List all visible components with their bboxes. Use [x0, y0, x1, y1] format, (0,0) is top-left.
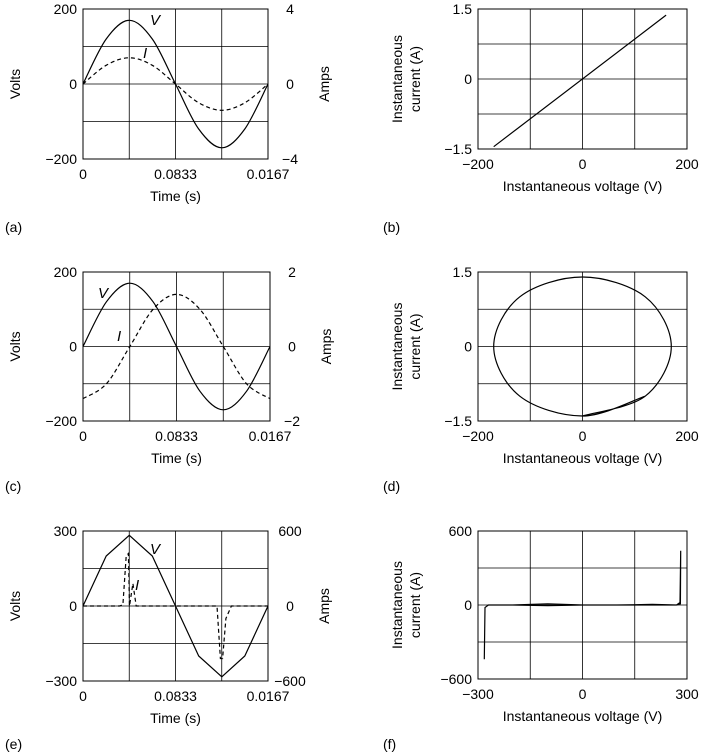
- y-tick-label: −300: [45, 673, 77, 689]
- x-tick-label: 0.0167: [247, 166, 290, 182]
- panel-label: (e): [5, 736, 22, 752]
- y2-axis-label: Amps: [316, 66, 332, 102]
- x-tick-label: 300: [675, 686, 699, 702]
- x-tick-label: 0: [79, 688, 87, 704]
- x-axis-label: Time (s): [151, 450, 202, 466]
- y-tick-label: 0: [464, 71, 472, 87]
- series-line: [483, 550, 682, 660]
- y-tick-label: 1.5: [453, 264, 473, 280]
- x-tick-label: 0.0167: [249, 428, 292, 444]
- panel-label: (d): [383, 478, 400, 494]
- x-tick-label: 0: [79, 166, 87, 182]
- y-tick-label: 0: [464, 339, 472, 355]
- y-tick-label: 200: [54, 1, 78, 17]
- series-label-V: V: [150, 541, 162, 558]
- y2-axis-label: Amps: [318, 329, 334, 365]
- series-I-line: [83, 551, 268, 660]
- y2-tick-label: −600: [274, 673, 306, 689]
- y-axis-label: Instantaneous current (A): [389, 561, 423, 649]
- plot-frame: [477, 8, 688, 150]
- x-tick-label: 0.0833: [154, 166, 197, 182]
- panel-label: (c): [5, 478, 21, 494]
- chart-panel-4: −200 0 200 1.5 0 −1.5 Instantaneous voltage (V…: [383, 264, 699, 494]
- y-tick-label: −200: [45, 151, 77, 167]
- series-V-line: [82, 282, 271, 411]
- y-tick-label: −1.5: [444, 413, 472, 429]
- chart-panel-6: −300 0 300 600 0 −600 Instantaneous voltage (V…: [383, 523, 699, 752]
- panel-label: (b): [383, 219, 400, 235]
- x-tick-label: 0: [579, 428, 587, 444]
- x-tick-label: 200: [675, 428, 699, 444]
- y2-tick-label: 600: [278, 523, 302, 539]
- y-tick-label: 600: [449, 523, 473, 539]
- y2-axis-label: Amps: [316, 588, 332, 624]
- x-tick-label: −300: [462, 686, 494, 702]
- y-tick-label: 200: [54, 264, 78, 280]
- y-tick-label: 0: [69, 76, 77, 92]
- y-tick-label: −600: [440, 671, 472, 687]
- y2-tick-label: 4: [286, 1, 294, 17]
- y-tick-label: 0: [69, 339, 77, 355]
- y2-tick-label: 0: [286, 76, 294, 92]
- x-tick-label: −200: [462, 156, 494, 172]
- x-tick-label: 0.0833: [155, 428, 198, 444]
- series-line: [493, 276, 672, 417]
- y-tick-label: 1.5: [453, 1, 473, 17]
- y2-tick-label: −4: [282, 151, 298, 167]
- x-axis-label: Instantaneous voltage (V): [503, 708, 663, 724]
- y-axis-label: Volts: [7, 69, 23, 99]
- series-label-I: I: [135, 577, 139, 594]
- x-tick-label: 200: [675, 156, 699, 172]
- x-axis-label: Time (s): [150, 710, 201, 726]
- plot-frame: [477, 530, 688, 680]
- x-axis-label: Time (s): [150, 188, 201, 204]
- series-label-I: I: [117, 328, 121, 345]
- x-tick-label: −200: [462, 428, 494, 444]
- x-tick-label: 0: [579, 156, 587, 172]
- plot-frame: [477, 271, 688, 422]
- series-line: [493, 14, 667, 148]
- x-tick-label: 0.0167: [247, 688, 290, 704]
- y2-tick-label: 2: [288, 264, 296, 280]
- series-I-line: [82, 57, 269, 111]
- y-axis-label: Volts: [7, 331, 23, 361]
- y-axis-label: Instantaneous current (A): [389, 303, 423, 391]
- series-label-V: V: [98, 285, 110, 302]
- y-tick-label: −1.5: [444, 141, 472, 157]
- y2-tick-label: 0: [288, 339, 296, 355]
- y-axis-label: Volts: [7, 591, 23, 621]
- x-tick-label: 0: [79, 428, 87, 444]
- y-tick-label: 300: [54, 523, 78, 539]
- x-tick-label: 0: [579, 686, 587, 702]
- series-V-line: [82, 534, 269, 678]
- y-tick-label: 0: [69, 598, 77, 614]
- series-label-V: V: [150, 12, 162, 29]
- y2-tick-label: 0: [286, 598, 294, 614]
- series-label-I: I: [143, 45, 147, 62]
- y2-tick-label: −2: [284, 413, 300, 429]
- y-axis-label: Instantaneous current (A): [389, 35, 423, 123]
- y-tick-label: 0: [464, 597, 472, 613]
- x-tick-label: 0.0833: [154, 688, 197, 704]
- y-tick-label: −200: [45, 413, 77, 429]
- panel-label: (f): [383, 736, 396, 752]
- panel-label: (a): [5, 219, 22, 235]
- x-axis-label: Instantaneous voltage (V): [503, 450, 663, 466]
- chart-panel-2: −200 0 200 1.5 0 −1.5 Instantaneous voltage (V…: [383, 1, 699, 235]
- x-axis-label: Instantaneous voltage (V): [503, 178, 663, 194]
